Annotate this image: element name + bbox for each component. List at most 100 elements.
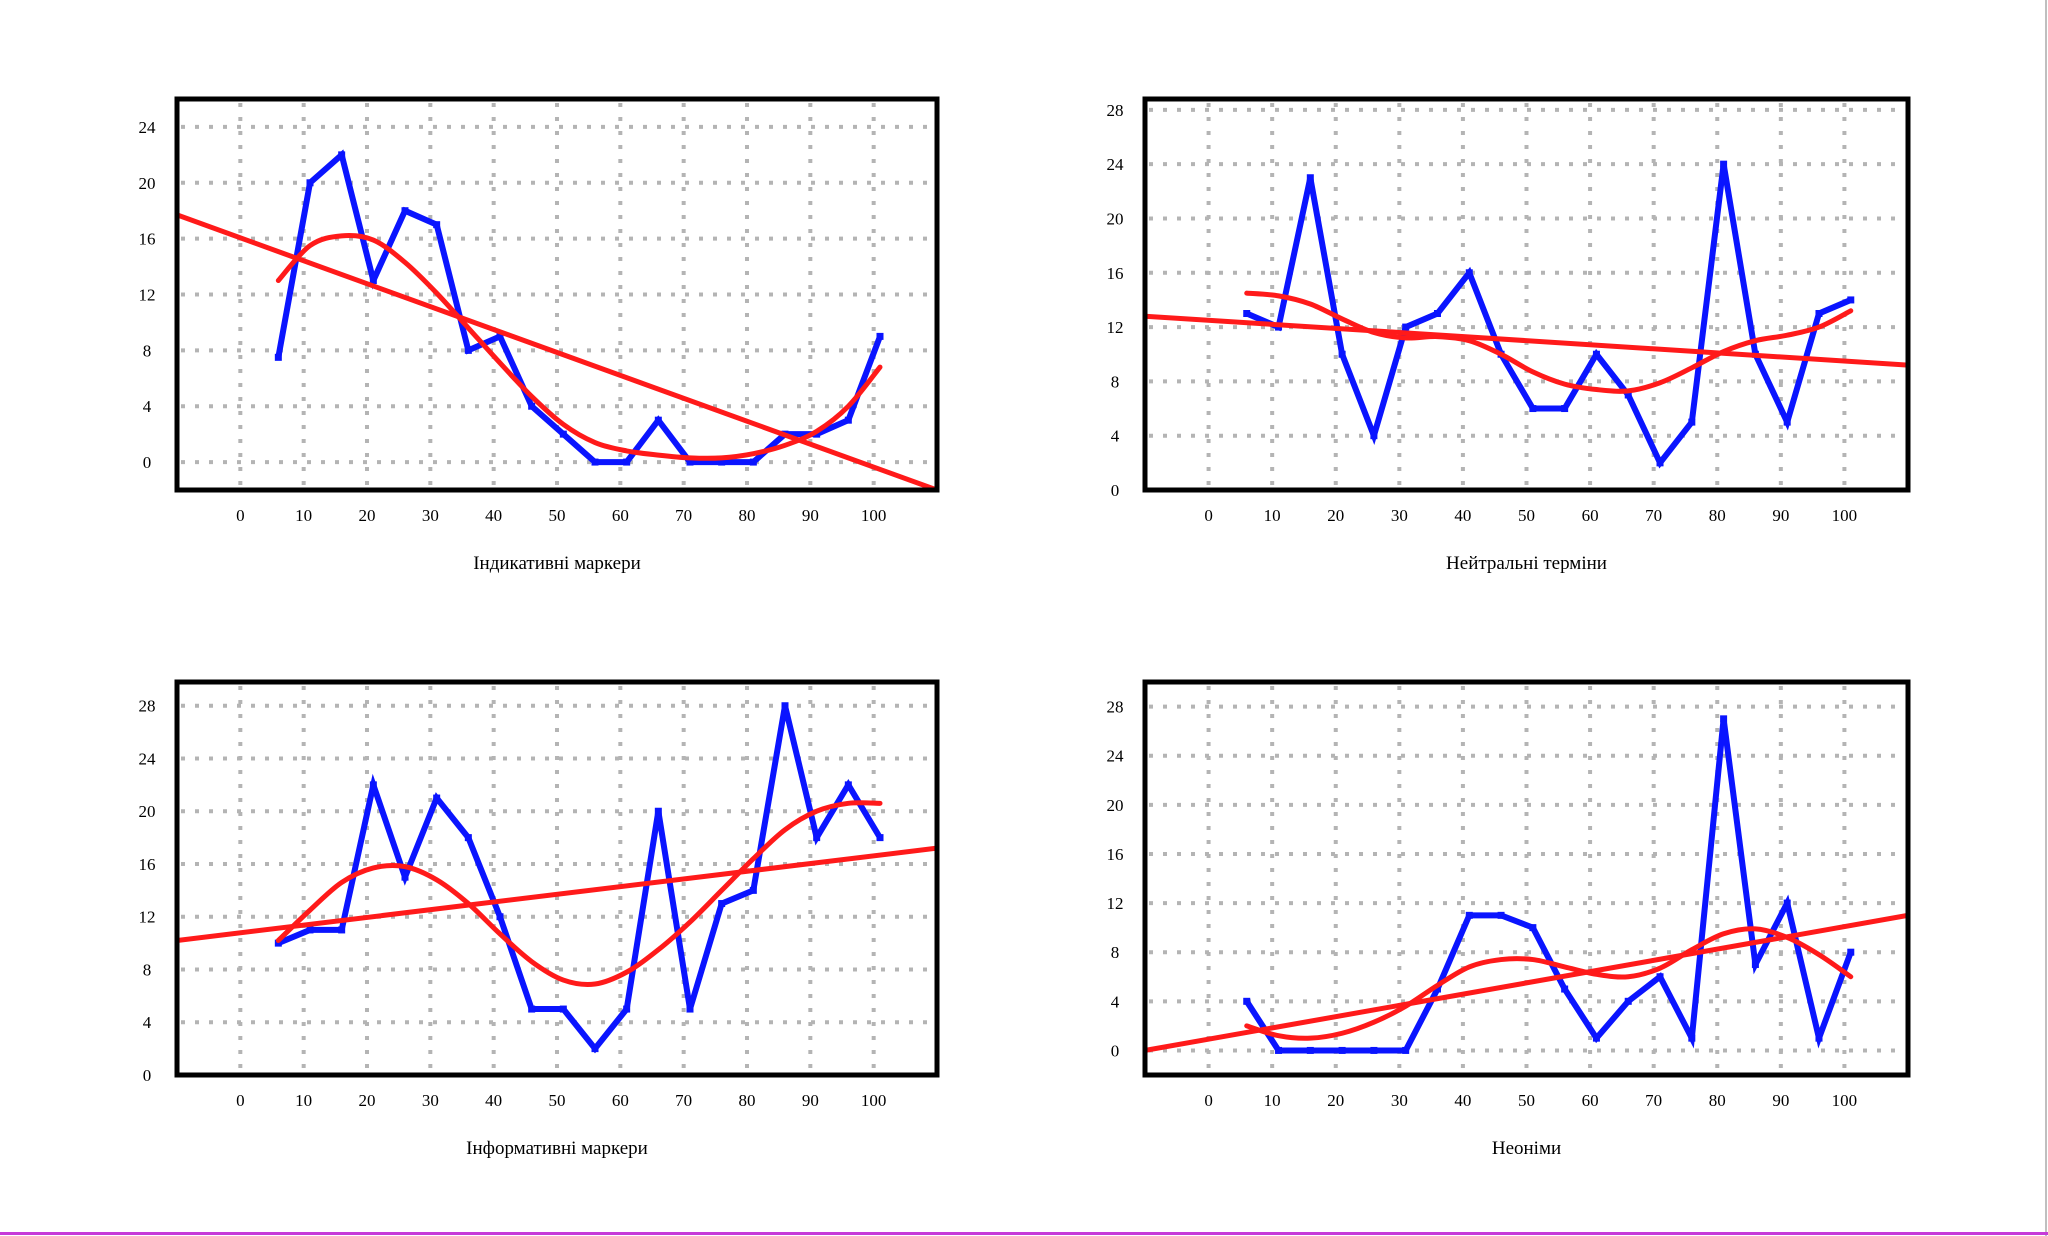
observed-point xyxy=(654,807,662,815)
observed-point xyxy=(686,458,694,466)
observed-point xyxy=(1402,1046,1410,1054)
observed-point xyxy=(1847,296,1855,304)
y-tick-label: 24 xyxy=(139,118,157,137)
observed-point xyxy=(1656,973,1664,981)
x-tick-label: 10 xyxy=(1264,506,1281,525)
polynomial-trend-line xyxy=(275,232,883,461)
observed-point xyxy=(306,926,314,934)
observed-point xyxy=(1847,948,1855,956)
y-tick-label: 0 xyxy=(1111,1041,1120,1060)
y-tick-label: 12 xyxy=(139,286,156,305)
plot-frame xyxy=(1142,679,1911,1078)
observed-point xyxy=(749,458,757,466)
y-tick-label: 24 xyxy=(1107,747,1125,766)
observed-point xyxy=(654,416,662,424)
observed-point xyxy=(464,346,472,354)
x-tick-label: 40 xyxy=(485,1091,502,1110)
observed-point xyxy=(464,834,472,842)
page-right-edge xyxy=(2045,0,2047,1236)
observed-point xyxy=(876,332,884,340)
observed-point xyxy=(623,1005,631,1013)
observed-point xyxy=(844,416,852,424)
chart-neonyms: 0 10 20 30 40 50 60 70 80 90 100 0 4 8 12 16 20 24 28 Неоні… xyxy=(1107,679,1911,1159)
observed-point xyxy=(623,458,631,466)
plot-frame xyxy=(174,96,940,493)
y-tick-label: 16 xyxy=(139,855,156,874)
linear-trend-line xyxy=(177,845,937,943)
observed-point xyxy=(433,221,441,229)
x-tick-label: 50 xyxy=(1518,1091,1535,1110)
chart-neutral-terms: 0 10 20 30 40 50 60 70 80 90 100 0 4 8 12 16 20 24 28 Нейтр… xyxy=(1107,96,1911,574)
observed-point xyxy=(1624,997,1632,1005)
observed-point xyxy=(1306,174,1314,182)
linear-trend-line xyxy=(177,212,937,490)
x-tick-label: 20 xyxy=(1327,506,1344,525)
y-tick-label: 0 xyxy=(1111,481,1120,500)
observed-point xyxy=(1815,1034,1823,1042)
y-tick-label: 28 xyxy=(1107,698,1124,717)
observed-point xyxy=(528,402,536,410)
linear-trend-line xyxy=(1145,912,1908,1053)
x-tick-label: 30 xyxy=(422,1091,439,1110)
observed-point xyxy=(496,332,504,340)
observed-point xyxy=(401,207,409,215)
x-tick-label: 100 xyxy=(861,506,887,525)
observed-point xyxy=(1338,1046,1346,1054)
observed-point xyxy=(1243,997,1251,1005)
linear-trend-line xyxy=(1145,313,1908,368)
y-tick-label: 4 xyxy=(1111,992,1120,1011)
observed-point xyxy=(1529,405,1537,413)
grid xyxy=(1149,686,1904,1071)
polynomial-trend-line xyxy=(1244,290,1854,394)
observed-series-line xyxy=(1244,718,1854,1054)
x-tick-label: 60 xyxy=(1582,1091,1599,1110)
observed-point xyxy=(1688,418,1696,426)
observed-point xyxy=(496,913,504,921)
observed-point xyxy=(686,1005,694,1013)
observed-point xyxy=(1751,960,1759,968)
y-tick-label: 20 xyxy=(139,174,156,193)
y-tick-label: 4 xyxy=(143,1013,152,1032)
x-tick-label: 50 xyxy=(549,506,566,525)
x-tick-label: 90 xyxy=(1772,1091,1789,1110)
y-tick-label: 24 xyxy=(139,749,157,768)
observed-point xyxy=(781,702,789,710)
x-tick-label: 50 xyxy=(549,1091,566,1110)
x-tick-label: 30 xyxy=(1391,1091,1408,1110)
observed-point xyxy=(749,886,757,894)
x-tick-label: 80 xyxy=(1709,506,1726,525)
x-tick-label: 80 xyxy=(739,1091,756,1110)
observed-point xyxy=(1592,350,1600,358)
observed-point xyxy=(718,900,726,908)
series-group xyxy=(1145,715,1908,1054)
observed-point xyxy=(1624,391,1632,399)
observed-point xyxy=(1433,985,1441,993)
observed-point xyxy=(528,1005,536,1013)
observed-series-line xyxy=(275,149,883,466)
observed-point xyxy=(1465,911,1473,919)
y-tick-label: 8 xyxy=(143,341,152,360)
series-group xyxy=(177,702,937,1054)
x-tick-label: 0 xyxy=(1204,1091,1213,1110)
observed-point xyxy=(338,926,346,934)
x-tick-label: 50 xyxy=(1518,506,1535,525)
y-tick-label: 4 xyxy=(143,397,152,416)
x-tick-label: 70 xyxy=(1645,1091,1662,1110)
y-tick-label: 8 xyxy=(143,960,152,979)
y-tick-label: 20 xyxy=(139,802,156,821)
observed-point xyxy=(1592,1034,1600,1042)
observed-series-line xyxy=(1245,163,1852,469)
y-tick-label: 16 xyxy=(1107,264,1124,283)
observed-point xyxy=(401,873,409,881)
x-tick-label: 0 xyxy=(236,506,245,525)
x-tick-label: 40 xyxy=(1454,506,1471,525)
observed-series-line xyxy=(277,705,883,1054)
observed-point xyxy=(559,430,567,438)
x-tick-label: 70 xyxy=(675,1091,692,1110)
y-tick-label: 20 xyxy=(1107,209,1124,228)
y-tick-label: 20 xyxy=(1107,796,1124,815)
y-tick-label: 0 xyxy=(143,453,152,472)
observed-point xyxy=(1370,432,1378,440)
y-tick-label: 12 xyxy=(1107,894,1124,913)
